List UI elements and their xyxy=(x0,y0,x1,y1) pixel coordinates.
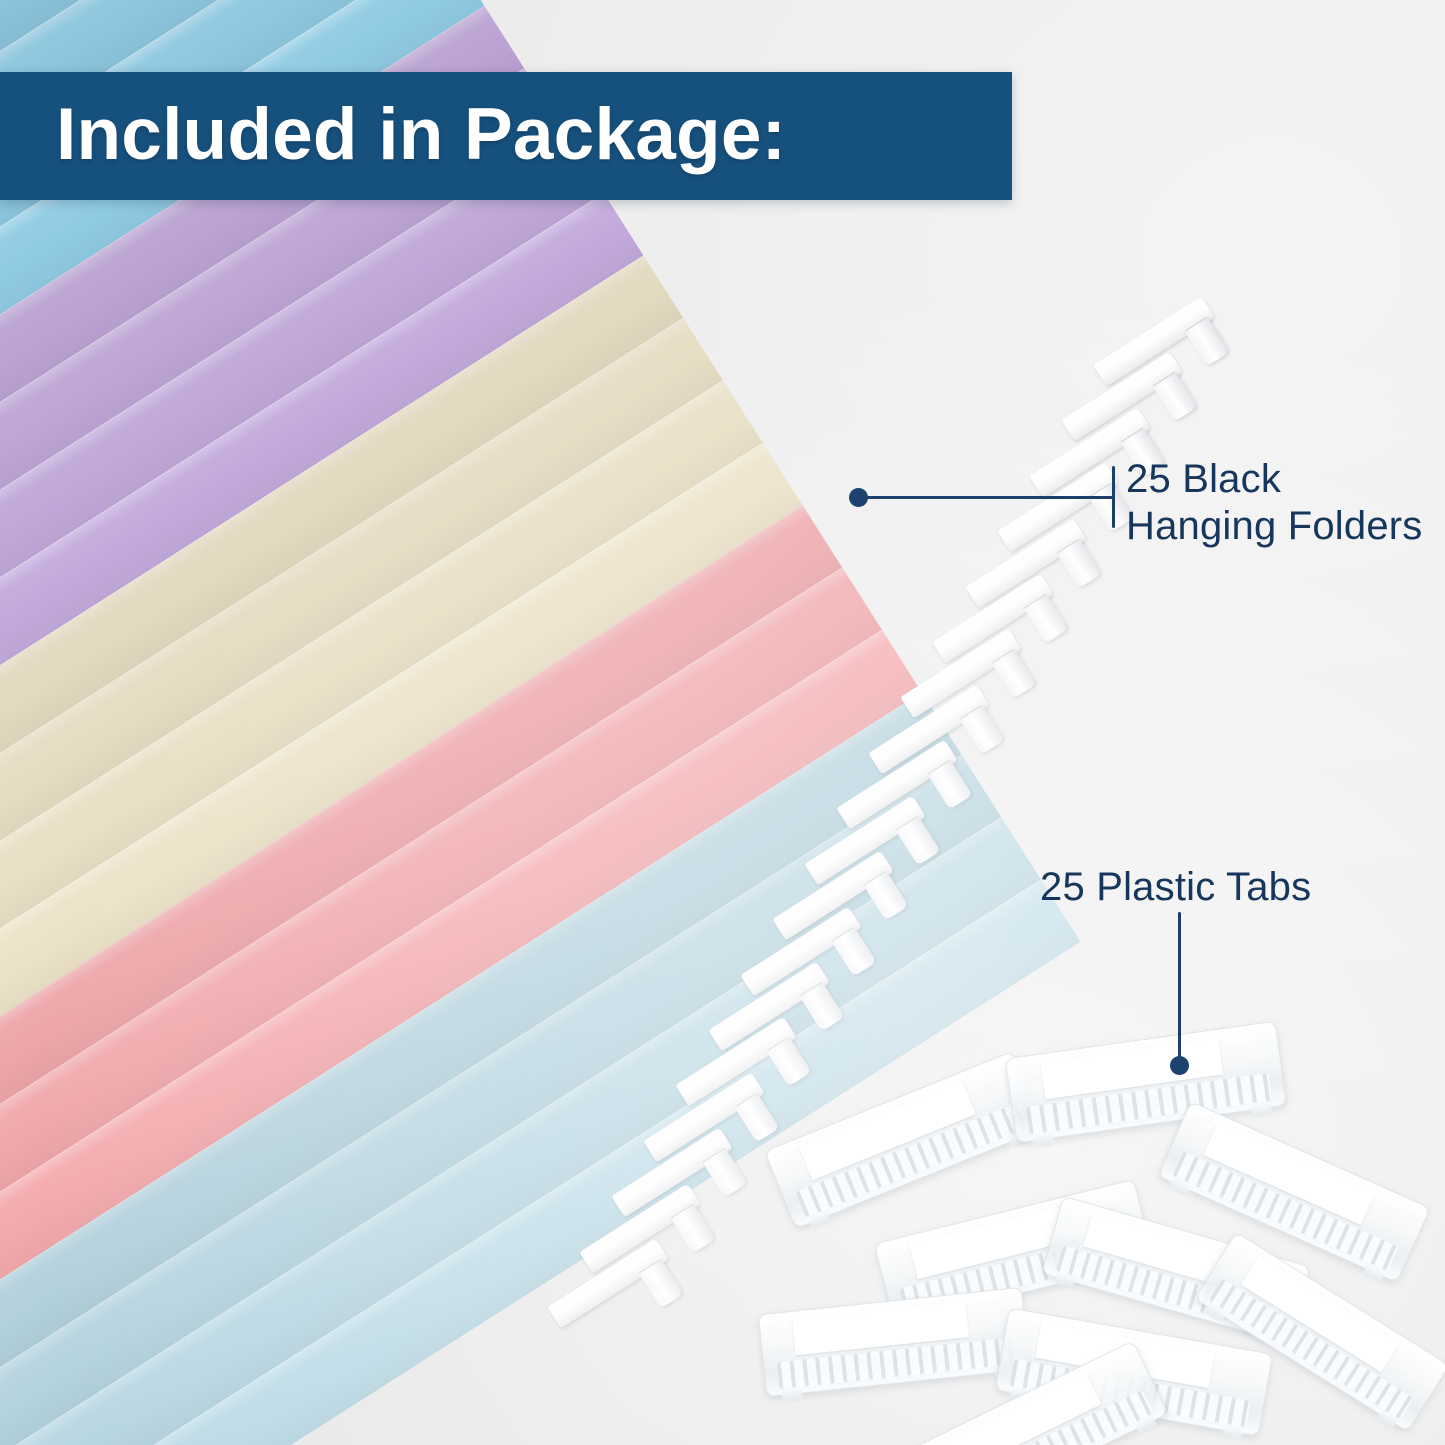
included-in-package-banner: Included in Package: xyxy=(0,72,1012,200)
plastic-tabs-leader-dot xyxy=(1170,1056,1189,1075)
callout-plastic-tabs-line1: 25 Plastic Tabs xyxy=(1040,865,1312,909)
hanging-folders-leader-elbow xyxy=(1112,466,1115,528)
banner-title: Included in Package: xyxy=(56,93,787,175)
callout-hanging-folders-line1: 25 Black xyxy=(1126,457,1282,501)
plastic-tabs-leader-line xyxy=(1178,912,1181,1064)
callout-label-plastic-tabs: 25 Plastic Tabs xyxy=(1040,864,1311,911)
callout-label-hanging-folders: 25 Black Hanging Folders xyxy=(1126,456,1423,550)
hanging-folders-leader-dot xyxy=(849,488,868,507)
hanging-folders-leader-line xyxy=(862,496,1114,499)
callout-hanging-folders-line2: Hanging Folders xyxy=(1126,504,1423,549)
plastic-tab-notch-left xyxy=(781,1387,803,1403)
